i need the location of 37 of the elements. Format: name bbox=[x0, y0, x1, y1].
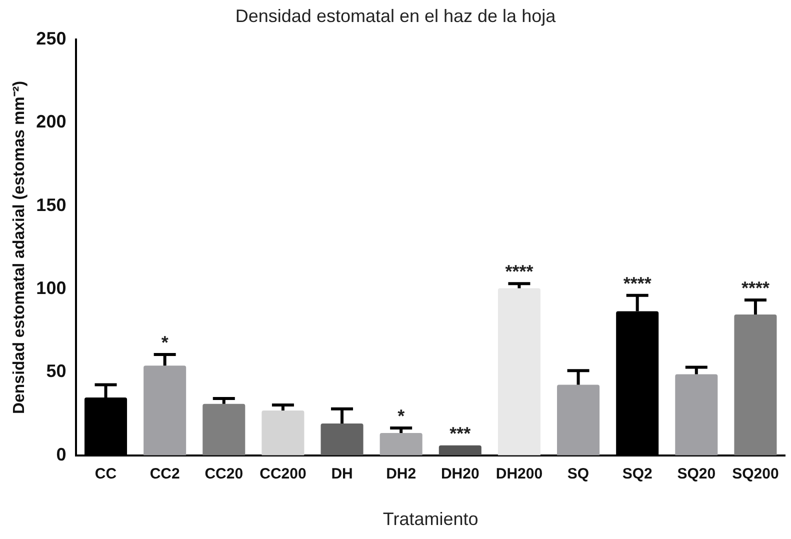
y-tick-label: 100 bbox=[36, 278, 66, 298]
chart-title: Densidad estomatal en el haz de la hoja bbox=[235, 6, 557, 26]
x-tick-label: SQ bbox=[567, 466, 590, 483]
bar bbox=[144, 366, 186, 456]
x-axis-title: Tratamiento bbox=[382, 509, 478, 530]
annotation: * bbox=[161, 332, 168, 352]
y-tick-label: 150 bbox=[36, 194, 66, 215]
x-tick-label: CC bbox=[94, 466, 117, 483]
x-tick-label: CC200 bbox=[260, 466, 306, 483]
y-tick-label: 0 bbox=[56, 444, 66, 464]
bar bbox=[438, 445, 482, 456]
y-tick-label: 50 bbox=[46, 361, 66, 382]
x-tick-label: SQ20 bbox=[677, 466, 716, 483]
y-axis-title: Densidad estomatal adaxial (estomas mm⁻²) bbox=[11, 80, 28, 414]
x-tick-label: DH bbox=[331, 466, 353, 483]
bar bbox=[320, 423, 364, 456]
x-tick-label: SQ200 bbox=[732, 466, 779, 483]
x-tick-label: CC20 bbox=[204, 466, 244, 483]
x-tick-label: SQ2 bbox=[622, 466, 652, 483]
bar bbox=[262, 410, 304, 456]
bar bbox=[202, 404, 246, 456]
x-tick-label: CC2 bbox=[150, 466, 180, 483]
annotation: * bbox=[398, 406, 405, 426]
bar bbox=[557, 384, 600, 456]
y-tick-label: 250 bbox=[36, 28, 66, 49]
annotation: **** bbox=[741, 278, 770, 298]
y-tick-label: 200 bbox=[36, 112, 66, 132]
annotation: *** bbox=[450, 423, 471, 444]
bar bbox=[498, 288, 540, 456]
bar bbox=[734, 314, 777, 456]
bar bbox=[380, 432, 422, 456]
x-tick-label: DH20 bbox=[440, 466, 480, 483]
x-tick-label: DH2 bbox=[386, 466, 416, 483]
annotation: **** bbox=[505, 262, 534, 282]
annotation: **** bbox=[623, 273, 652, 294]
x-tick-label: DH200 bbox=[496, 466, 543, 483]
bar bbox=[675, 374, 718, 456]
